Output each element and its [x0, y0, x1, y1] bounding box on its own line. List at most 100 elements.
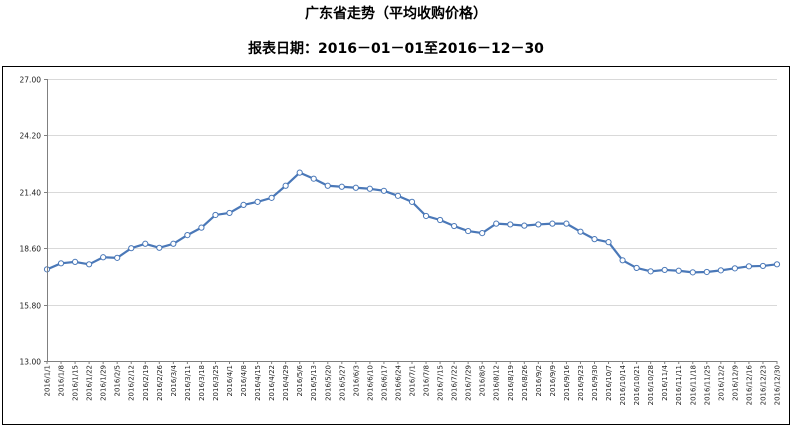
data-point [338, 183, 345, 190]
data-point [408, 198, 416, 205]
data-point [479, 229, 486, 237]
data-point [731, 265, 738, 272]
chart-subtitle: 报表日期：2016－01－01至2016－12－30 [248, 41, 544, 57]
data-point [773, 261, 781, 268]
data-point [128, 245, 135, 252]
data-point [254, 198, 261, 205]
x-tick-label: 2016/3/4 [170, 364, 178, 396]
x-tick-label: 2016/3/18 [198, 365, 206, 401]
data-point [394, 192, 402, 199]
data-point [310, 175, 317, 182]
chart-frame [2, 66, 790, 425]
data-point [493, 220, 500, 227]
x-tick-label: 2016/9/2 [535, 365, 543, 396]
y-tick-label: 15.80 [20, 302, 42, 311]
x-tick-label: 2016/10/28 [647, 365, 655, 405]
x-tick-label: 2016/11/25 [703, 365, 711, 405]
data-point [577, 228, 584, 235]
x-tick-label: 2016/5/6 [296, 364, 304, 396]
x-tick-label: 2016/6/3 [352, 365, 360, 396]
data-point [366, 185, 373, 192]
data-point [86, 261, 93, 268]
data-point [380, 187, 388, 194]
data-point [689, 269, 696, 276]
x-tick-label: 2016/4/1 [226, 365, 234, 396]
x-tick-label: 2016/2/12 [128, 365, 136, 401]
x-tick-label: 2016/1/1 [44, 365, 52, 396]
x-tick-label: 2016/10/7 [605, 365, 613, 401]
y-tick-label: 13.00 [20, 358, 42, 367]
x-tick-label: 2016/4/8 [240, 365, 248, 396]
x-tick-label: 2016/1/15 [72, 365, 80, 401]
data-point [212, 211, 219, 219]
x-tick-label: 2016/2/5 [114, 365, 122, 396]
x-tick-label: 2016/11/18 [689, 365, 697, 405]
x-tick-label: 2016/8/26 [521, 364, 529, 400]
data-point [633, 264, 640, 272]
x-tick-label: 2016/10/14 [619, 364, 627, 405]
data-point [507, 221, 514, 228]
data-point [563, 220, 570, 227]
y-tick-label: 21.40 [20, 189, 42, 198]
x-tick-label: 2016/2/26 [156, 364, 164, 400]
data-point [184, 232, 191, 239]
x-tick-label: 2016/9/16 [563, 364, 571, 400]
x-tick-label: 2016/7/22 [451, 365, 459, 401]
data-point [422, 212, 430, 220]
x-tick-label: 2016/1/29 [100, 365, 108, 401]
data-point [465, 227, 472, 235]
gridlines [47, 79, 777, 306]
data-point [549, 220, 556, 227]
data-point [156, 244, 163, 251]
x-tick-label: 2016/9/30 [591, 365, 599, 401]
x-tick-label: 2016/9/23 [577, 365, 585, 401]
data-point [661, 266, 668, 274]
chart-title: 广东省走势（平均收购价格） [305, 6, 487, 22]
data-point [71, 258, 79, 265]
data-point [647, 268, 654, 275]
data-point [352, 184, 359, 191]
x-tick-label: 2016/1/8 [58, 365, 66, 396]
x-tick-label: 2016/5/27 [338, 365, 346, 401]
x-axis-ticks: 2016/1/1 2016/1/8 2016/1/15 2016/1/22 2016/1… [44, 361, 782, 405]
data-point [717, 267, 724, 274]
x-tick-label: 2016/3/11 [184, 365, 192, 401]
x-tick-label: 2016/7/15 [437, 365, 445, 401]
x-tick-label: 2016/7/1 [409, 365, 417, 396]
x-tick-label: 2016/12/2 [717, 365, 725, 401]
data-point [703, 268, 710, 276]
y-tick-label: 27.00 [20, 76, 42, 85]
x-tick-label: 2016/7/29 [465, 365, 473, 401]
data-point [745, 263, 753, 270]
x-tick-label: 2016/8/12 [493, 365, 501, 401]
data-point [324, 182, 331, 189]
x-tick-label: 2016/12/16 [745, 364, 753, 405]
x-tick-label: 2016/10/21 [633, 365, 641, 405]
x-tick-label: 2016/6/24 [394, 364, 402, 400]
x-tick-label: 2016/2/19 [142, 365, 150, 401]
x-tick-label: 2016/11/11 [675, 365, 683, 405]
data-point [605, 239, 612, 246]
data-point [591, 236, 598, 243]
data-point [759, 262, 767, 270]
data-point [451, 222, 458, 230]
x-tick-label: 2016/12/23 [759, 365, 767, 405]
data-point [226, 209, 233, 217]
x-tick-label: 2016/3/25 [212, 365, 220, 401]
data-point [619, 257, 626, 264]
x-tick-label: 2016/8/19 [507, 365, 515, 401]
plot-series [43, 169, 781, 276]
y-tick-label: 24.20 [20, 132, 42, 141]
data-point [535, 221, 542, 228]
y-tick-label: 18.60 [20, 245, 42, 254]
data-point [268, 194, 275, 201]
x-tick-label: 2016/5/13 [310, 365, 318, 401]
x-tick-label: 2016/6/10 [366, 365, 374, 401]
x-tick-label: 2016/12/30 [774, 365, 782, 405]
x-tick-label: 2016/8/5 [479, 365, 487, 396]
data-point [296, 169, 303, 176]
x-tick-label: 2016/7/8 [423, 365, 431, 396]
data-point [436, 216, 444, 224]
x-tick-label: 2016/4/15 [254, 365, 262, 401]
